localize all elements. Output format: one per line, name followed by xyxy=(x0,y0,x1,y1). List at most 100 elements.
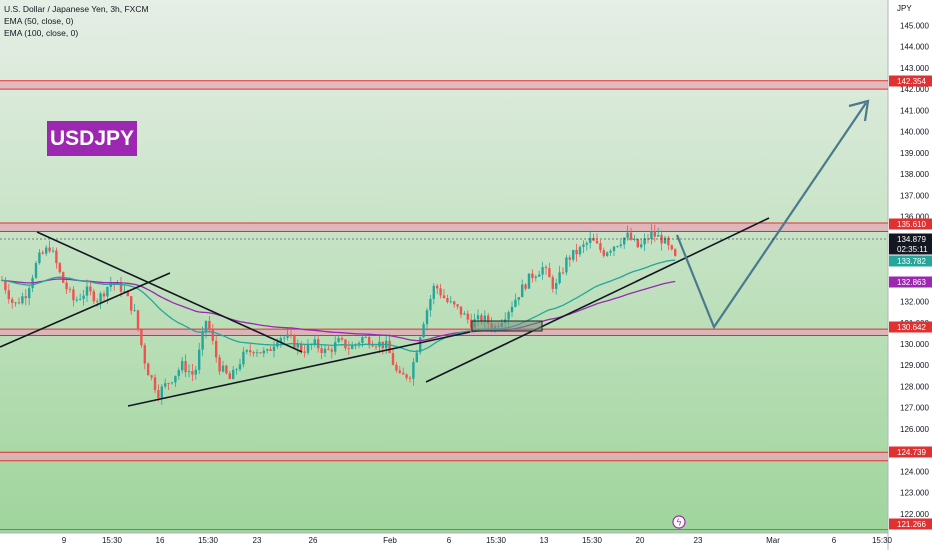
candle-body xyxy=(279,337,282,343)
candle-body xyxy=(347,348,350,350)
candle-body xyxy=(72,289,75,301)
x-tick-label: 9 xyxy=(62,536,67,545)
y-tick-label: 141.000 xyxy=(900,106,929,115)
candle-body xyxy=(215,340,218,358)
x-tick-label: 23 xyxy=(253,536,262,545)
candle-body xyxy=(150,375,153,378)
candle-body xyxy=(415,352,418,363)
y-tick-label: 145.000 xyxy=(900,21,929,30)
candle-body xyxy=(201,331,204,350)
projection-arrowhead xyxy=(848,99,870,122)
candle-body xyxy=(82,295,85,299)
candle-body xyxy=(524,284,527,289)
candle-body xyxy=(89,286,92,292)
y-tick-label: 142.000 xyxy=(900,85,929,94)
candle-body xyxy=(623,237,626,245)
candle-body xyxy=(595,240,599,244)
candle-body xyxy=(459,306,463,315)
candle-body xyxy=(351,345,354,349)
candle-body xyxy=(334,342,337,352)
currency-label: JPY xyxy=(897,4,912,13)
candle-body xyxy=(602,250,605,256)
candle-body xyxy=(357,342,361,345)
candle-body xyxy=(34,263,38,278)
candle-body xyxy=(238,364,242,370)
y-tick-label: 122.000 xyxy=(900,510,929,519)
x-tick-label: 15:30 xyxy=(486,536,507,545)
x-tick-label: 6 xyxy=(447,536,452,545)
candle-body xyxy=(252,352,255,354)
zone-band-2 xyxy=(0,329,888,336)
trendline-support-left xyxy=(0,272,171,348)
candle-body xyxy=(555,283,558,289)
candle-body xyxy=(28,288,31,299)
candle-body xyxy=(538,274,541,277)
candle-body xyxy=(592,238,595,241)
candle-body xyxy=(558,272,561,284)
candle-body xyxy=(470,319,473,328)
candle-body xyxy=(102,293,106,297)
candle-body xyxy=(4,280,7,291)
y-tick-label: 137.000 xyxy=(900,191,929,200)
candle-body xyxy=(663,237,667,244)
candle-body xyxy=(582,244,585,247)
symbol-title: U.S. Dollar / Japanese Yen, 3h, FXCM xyxy=(4,4,149,14)
candle-body xyxy=(286,334,289,338)
candle-body xyxy=(507,312,510,320)
candle-body xyxy=(612,246,616,251)
price-label-text: 133.782 xyxy=(897,257,926,266)
y-tick-label: 139.000 xyxy=(900,149,929,158)
candle-body xyxy=(565,257,568,273)
price-label-box xyxy=(889,75,932,87)
candle-body xyxy=(483,315,486,322)
projection-path xyxy=(675,102,867,330)
candle-body xyxy=(85,286,89,296)
y-tick-label: 140.000 xyxy=(900,128,929,137)
candle-body xyxy=(323,348,327,353)
candle-body xyxy=(245,350,248,352)
candle-body xyxy=(133,310,136,312)
candle-body xyxy=(293,335,296,348)
candle-body xyxy=(14,302,17,304)
candle-body xyxy=(320,348,323,353)
candle-body xyxy=(303,351,306,353)
candle-body xyxy=(527,273,531,289)
ema-50-line xyxy=(1,259,676,353)
candle-body xyxy=(92,291,95,302)
candle-body xyxy=(170,382,174,384)
candle-body xyxy=(629,232,633,240)
candle-body xyxy=(589,238,592,244)
events-icon[interactable] xyxy=(672,515,686,529)
candle-body xyxy=(208,320,211,330)
candle-body xyxy=(218,357,221,372)
price-label-text: 130.642 xyxy=(897,323,926,332)
candle-body xyxy=(572,249,575,260)
y-tick-label: 144.000 xyxy=(900,43,929,52)
candle-body xyxy=(432,285,435,299)
candle-body xyxy=(313,339,316,345)
y-tick-label: 127.000 xyxy=(900,404,929,413)
candle-body xyxy=(337,338,340,343)
candle-body xyxy=(616,246,619,247)
candle-body xyxy=(106,286,109,297)
candle-body xyxy=(153,377,157,391)
candle-body xyxy=(541,267,544,275)
x-tick-label: Mar xyxy=(766,536,780,545)
candle-body xyxy=(446,298,449,303)
candle-body xyxy=(68,289,72,290)
candle-body xyxy=(480,315,483,322)
price-label-text: 135.610 xyxy=(897,220,926,229)
candle-body xyxy=(456,304,459,307)
candle-body xyxy=(606,252,609,256)
ema50-legend: EMA (50, close, 0) xyxy=(4,16,74,26)
candle-body xyxy=(453,301,456,305)
candle-body xyxy=(626,232,629,238)
time-axis-area xyxy=(0,533,888,550)
price-label-box xyxy=(889,233,932,245)
zone-band-3 xyxy=(0,452,888,461)
candle-body xyxy=(619,244,622,247)
trendline-resistance-wedge xyxy=(36,231,303,353)
candle-body xyxy=(402,372,405,375)
y-tick-label: 123.000 xyxy=(900,489,929,498)
